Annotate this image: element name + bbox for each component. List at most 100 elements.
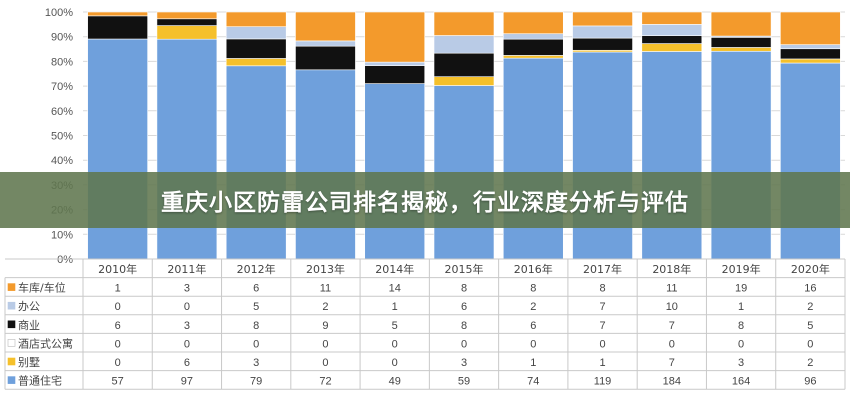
table-value: 96 (804, 376, 816, 388)
legend-swatch (7, 357, 16, 366)
legend-label: 别墅 (18, 356, 40, 369)
table-value: 0 (392, 338, 398, 350)
x-tick-label: 2010年 (98, 262, 137, 276)
bar-segment (502, 55, 564, 59)
bar-segment (780, 44, 841, 50)
table-value: 74 (527, 376, 539, 388)
y-tick-label: 50% (51, 131, 73, 143)
bar-segment (295, 11, 356, 42)
x-tick-label: 2017年 (583, 262, 622, 276)
table-value: 0 (807, 338, 813, 350)
bar-segment (364, 83, 426, 260)
table-value: 1 (392, 301, 398, 313)
table-value: 3 (253, 357, 259, 369)
table-value: 1 (738, 301, 744, 313)
table-value: 79 (250, 376, 262, 388)
table-value: 0 (184, 301, 190, 313)
banner-title: 重庆小区防雷公司排名揭秘，行业深度分析与评估 (161, 190, 689, 216)
bar-segment (641, 43, 703, 52)
bar-segment (364, 11, 426, 63)
x-tick-label: 2011年 (167, 262, 206, 276)
bar-segment (156, 11, 218, 20)
table-value: 14 (389, 283, 401, 295)
table-value: 0 (530, 338, 536, 350)
table-value: 3 (738, 357, 744, 369)
bar-segment (87, 15, 148, 40)
bar-segment (364, 65, 426, 84)
table-value: 10 (666, 301, 678, 313)
y-tick-label: 40% (51, 155, 73, 167)
y-tick-label: 90% (51, 32, 73, 44)
table-value: 0 (322, 357, 328, 369)
table-value: 5 (392, 320, 398, 332)
table-value: 184 (663, 376, 681, 388)
bar-segment (641, 11, 703, 25)
bar-segment (502, 57, 564, 260)
bar-segment (780, 58, 841, 64)
y-tick-label: 80% (51, 56, 73, 68)
bar-segment (502, 11, 564, 35)
table-value: 3 (461, 357, 467, 369)
x-tick-label: 2016年 (514, 262, 553, 276)
table-value: 6 (461, 301, 467, 313)
bar-segment (572, 37, 633, 51)
y-tick-label: 100% (45, 7, 73, 19)
table-value: 0 (253, 338, 259, 350)
x-tick-label: 2012年 (237, 262, 276, 276)
table-value: 6 (530, 320, 536, 332)
legend-swatch (7, 283, 16, 291)
y-tick-label: 10% (51, 229, 73, 241)
table-value: 0 (461, 338, 467, 350)
table-value: 8 (530, 283, 536, 295)
table-value: 57 (112, 376, 124, 388)
table-value: 119 (594, 376, 612, 388)
bar-segment (780, 62, 841, 260)
table-value: 8 (599, 283, 605, 295)
bar-segment (433, 52, 495, 77)
bar-segment (572, 11, 633, 27)
table-value: 7 (599, 320, 605, 332)
table-value: 7 (669, 320, 675, 332)
table-value: 11 (666, 283, 677, 295)
table-value: 0 (322, 338, 328, 350)
table-value: 6 (184, 357, 190, 369)
table-value: 8 (738, 320, 744, 332)
bar-segment (87, 11, 148, 17)
bar-segment (641, 24, 703, 36)
table-value: 6 (115, 320, 121, 332)
bar-segment (225, 11, 287, 27)
table-value: 0 (599, 338, 605, 350)
table-value: 8 (461, 283, 467, 295)
legend-label: 普通住宅 (18, 374, 62, 388)
table-value: 5 (807, 320, 813, 332)
table-value: 1 (599, 357, 605, 369)
bar-segment (710, 11, 772, 37)
x-tick-label: 2019年 (722, 262, 761, 276)
table-value: 19 (735, 283, 747, 295)
table-value: 7 (669, 357, 675, 369)
table-value: 2 (807, 301, 813, 313)
table-value: 6 (253, 283, 259, 295)
table-value: 59 (458, 376, 470, 388)
bar-segment (295, 45, 356, 71)
table-value: 3 (184, 320, 190, 332)
table-value: 7 (599, 301, 605, 313)
table-value: 3 (184, 283, 190, 295)
table-value: 1 (530, 357, 536, 369)
table-value: 0 (115, 338, 121, 350)
bar-segment (433, 76, 495, 86)
bar-segment (641, 35, 703, 44)
table-value: 0 (115, 301, 121, 313)
bar-segment (433, 11, 495, 36)
bar-segment (225, 38, 287, 59)
table-value: 8 (461, 320, 467, 332)
table-value: 0 (184, 338, 190, 350)
legend-label: 办公 (18, 300, 40, 313)
legend-swatch (7, 301, 16, 310)
table-value: 9 (322, 320, 328, 332)
bar-segment (433, 35, 495, 54)
bar-segment (502, 33, 564, 40)
legend-label: 商业 (18, 318, 40, 332)
y-tick-label: 70% (51, 81, 73, 93)
legend-swatch (7, 320, 16, 329)
